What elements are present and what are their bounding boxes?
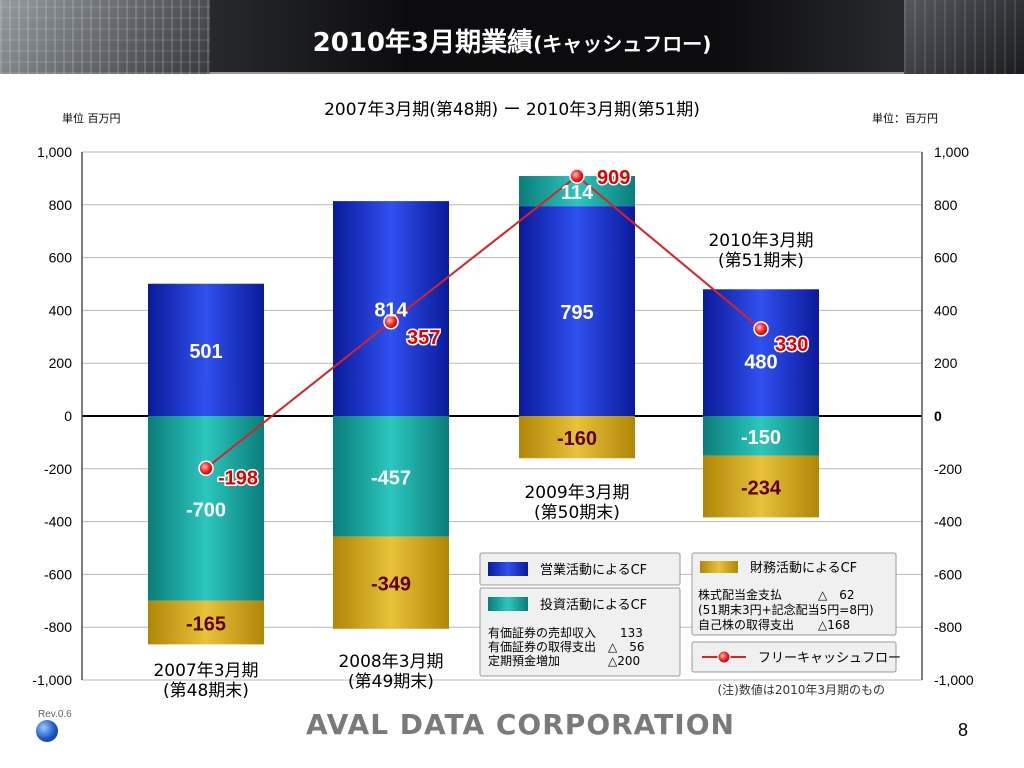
fcf-value-label: -198 — [218, 467, 258, 489]
category-label: 2008年3月期 — [338, 652, 443, 672]
revision-label: Rev.0.6 — [38, 709, 72, 720]
legend-swatch-financing — [700, 561, 738, 573]
title-sub: (キャッシュフロー) — [533, 32, 712, 56]
y-tick-label-right: -400 — [934, 514, 962, 530]
y-tick-label-right: -800 — [934, 619, 962, 635]
fcf-point — [383, 314, 399, 330]
category-sublabel: (第49期末) — [348, 672, 434, 692]
y-tick-label-left: -200 — [44, 461, 72, 477]
y-tick-label-left: 800 — [49, 197, 73, 213]
bar-value-label: 814 — [374, 300, 408, 322]
y-tick-label-right: 800 — [934, 197, 958, 213]
legend-box-financing — [691, 552, 897, 636]
bar-value-label: -457 — [371, 467, 411, 489]
legend-box-operating — [479, 552, 681, 586]
legend-note-financing: 自己株の取得支出 △168 — [698, 617, 850, 632]
bar-investing-cf — [333, 416, 449, 537]
y-tick-label-left: -600 — [44, 566, 72, 582]
y-tick-label-left: 1,000 — [37, 144, 72, 160]
y-tick-label-right: 600 — [934, 250, 958, 266]
y-tick-label-left: 200 — [49, 355, 73, 371]
header-circuit-image-right — [904, 0, 1024, 74]
legend-marker-fcf — [717, 650, 731, 664]
bar-financing-cf — [703, 455, 819, 518]
bar-value-label: -160 — [557, 428, 597, 450]
legend-note-investing: 有価証券の売却収入 133 — [488, 625, 643, 640]
bar-financing-cf — [148, 600, 264, 645]
y-tick-label-right: 200 — [934, 355, 958, 371]
bar-value-label: -349 — [371, 574, 411, 596]
y-tick-label-left: -800 — [44, 619, 72, 635]
period-label: 2007年3月期(第48期) ー 2010年3月期(第51期) — [324, 100, 700, 120]
header-circuit-image — [0, 0, 210, 74]
company-logo: AVAL DATA CORPORATION — [306, 708, 735, 741]
fcf-point — [569, 168, 585, 184]
y-tick-label-left: 400 — [49, 302, 73, 318]
fcf-point — [753, 321, 769, 337]
y-tick-label-left: -400 — [44, 514, 72, 530]
y-tick-label-right: 400 — [934, 302, 958, 318]
category-label: 2007年3月期 — [153, 661, 258, 681]
legend-label-operating: 営業活動によるCF — [540, 562, 647, 578]
category-sublabel: (第51期末) — [718, 251, 804, 271]
fcf-value-label: 909 — [597, 167, 630, 189]
fcf-value-label: 330 — [775, 334, 808, 356]
category-sublabel: (第48期末) — [163, 681, 249, 701]
bar-operating-cf — [148, 283, 264, 416]
unit-label-right: 単位：百万円 — [872, 112, 938, 125]
category-sublabel: (第50期末) — [534, 503, 620, 523]
legend-note-financing: (51期末3円+記念配当5円=8円) — [698, 602, 874, 617]
bar-investing-cf — [148, 416, 264, 601]
header-banner: 2010年3月期業績(キャッシュフロー) — [0, 0, 1024, 74]
legend-label-fcf: フリーキャッシュフロー — [758, 651, 901, 666]
bar-operating-cf — [519, 206, 635, 416]
page-title: 2010年3月期業績(キャッシュフロー) — [0, 22, 1024, 59]
y-tick-label-right: -600 — [934, 566, 962, 582]
bar-value-label: 114 — [561, 182, 594, 204]
legend-box-investing — [479, 587, 681, 677]
y-tick-label-right: 1,000 — [934, 144, 969, 160]
chart-note: (注)数値は2010年3月期のもの — [717, 682, 885, 697]
bar-financing-cf — [519, 416, 635, 459]
page-number: 8 — [958, 720, 969, 740]
bar-value-label: -150 — [741, 427, 781, 449]
category-label: 2010年3月期 — [708, 231, 813, 251]
bar-operating-cf — [703, 289, 819, 416]
legend-note-investing: 定期預金増加 △200 — [488, 653, 640, 668]
bar-value-label: -165 — [186, 614, 226, 636]
legend-swatch-investing — [488, 597, 528, 611]
legend-box-fcf — [691, 641, 897, 673]
bar-value-label: 480 — [744, 352, 777, 374]
free-cash-flow-line — [205, 174, 762, 470]
legend-note-investing: 有価証券の取得支出 △ 56 — [488, 639, 645, 654]
bar-value-label: -700 — [186, 499, 226, 521]
cashflow-chart: 1,000 1,000 800 800 600 600 400 400 200 200 0 0 -200… — [32, 144, 974, 701]
bar-financing-cf — [333, 536, 449, 629]
fcf-point — [198, 460, 214, 477]
legend-label-financing: 財務活動によるCF — [750, 561, 857, 576]
y-tick-label-right: -200 — [934, 461, 962, 477]
y-tick-label-left: -1,000 — [32, 672, 72, 688]
y-tick-label-left: 0 — [64, 408, 72, 424]
title-main: 2010年3月期業績 — [312, 28, 534, 58]
bar-value-label: 501 — [189, 341, 222, 363]
unit-label-left: 単位 百万円 — [62, 112, 121, 125]
bar-operating-cf — [333, 201, 449, 416]
legend-label-investing: 投資活動によるCF — [540, 597, 647, 613]
globe-icon — [36, 720, 58, 742]
y-tick-label-right: 0 — [934, 408, 942, 424]
fcf-value-label: 357 — [407, 327, 440, 349]
category-label: 2009年3月期 — [524, 483, 629, 503]
legend-swatch-operating — [488, 562, 528, 576]
legend-note-financing: 株式配当金支払 △ 62 — [698, 587, 855, 602]
y-tick-label-right: -1,000 — [934, 672, 974, 688]
y-tick-label-left: 600 — [49, 250, 73, 266]
bar-value-label: -234 — [741, 477, 782, 499]
bar-value-label: 795 — [560, 302, 593, 324]
bar-investing-cf — [703, 416, 819, 456]
